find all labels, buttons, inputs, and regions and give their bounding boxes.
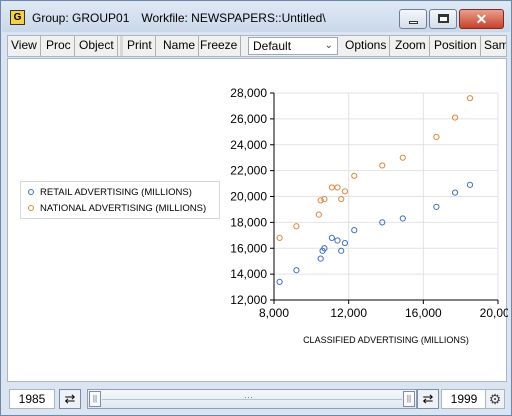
y-tick-label: 12,000 [230, 293, 267, 307]
y-tick-label: 18,000 [230, 215, 267, 229]
view-button[interactable]: View [8, 36, 41, 56]
retail-marker-icon [28, 189, 34, 195]
national-point [467, 96, 472, 101]
y-tick-label: 20,000 [230, 190, 267, 204]
retail-point [277, 279, 282, 284]
y-tick-label: 14,000 [230, 267, 267, 281]
proc-button[interactable]: Proc [43, 36, 75, 56]
legend-label-national: NATIONAL ADVERTISING (MILLIONS) [40, 203, 206, 214]
retail-point [400, 216, 405, 221]
zoom-button[interactable]: Zoom [392, 36, 430, 56]
retail-point [329, 235, 334, 240]
options-button[interactable]: Options [342, 36, 390, 56]
template-value: Default [253, 39, 291, 53]
sample-button[interactable]: Sam [481, 36, 507, 56]
freeze-button[interactable]: Freeze [197, 36, 241, 56]
slider-left-thumb[interactable]: || [89, 391, 101, 407]
title-bar[interactable]: G Group: GROUP01 Workfile: NEWSPAPERS::Un… [2, 2, 510, 32]
retail-point [452, 190, 457, 195]
group-title: Group: GROUP01 [32, 11, 129, 25]
maximize-icon [438, 14, 449, 23]
national-point [277, 235, 282, 240]
start-year-field[interactable]: 1985 [9, 389, 55, 409]
graph-area[interactable]: 12,000 14,000 16,000 18,000 20,000 22,000 24,0… [7, 58, 507, 382]
national-point [294, 224, 299, 229]
national-point [400, 155, 405, 160]
x-tick-label: 16,000 [405, 306, 442, 320]
x-tick-label: 8,000 [259, 306, 289, 320]
close-button[interactable]: ✕ [459, 9, 504, 29]
swap-arrows-icon: ⇄ [423, 391, 434, 406]
maximize-button[interactable] [429, 9, 457, 29]
sample-slider[interactable]: || ··· || [87, 389, 417, 409]
national-point [335, 185, 340, 190]
y-tick-label: 24,000 [230, 138, 267, 152]
toolbar-separator [120, 36, 123, 56]
national-marker-icon [28, 205, 34, 211]
position-button[interactable]: Position [431, 36, 481, 56]
retail-point [294, 268, 299, 273]
national-point [452, 115, 457, 120]
workfile-title: Workfile: NEWSPAPERS::Untitled\ [141, 11, 325, 25]
start-arrows-button[interactable]: ⇄ [59, 389, 81, 409]
retail-point [335, 238, 340, 243]
x-axis-label: CLASSIFIED ADVERTISING (MILLIONS) [303, 335, 469, 345]
graph-template-dropdown[interactable]: Default ⌄ [248, 37, 338, 55]
retail-point [434, 204, 439, 209]
close-icon: ✕ [460, 10, 503, 28]
minimize-button[interactable] [399, 9, 427, 29]
minimize-icon [409, 21, 418, 24]
end-year-field[interactable]: 1999 [441, 389, 487, 409]
chevron-down-icon: ⌄ [325, 38, 333, 54]
retail-point [352, 228, 357, 233]
retail-point [318, 256, 323, 261]
retail-point [467, 182, 472, 187]
object-button[interactable]: Object [76, 36, 118, 56]
scatter-chart: 12,000 14,000 16,000 18,000 20,000 22,000 24,0… [8, 59, 508, 383]
national-point [380, 163, 385, 168]
y-tick-label: 22,000 [230, 164, 267, 178]
window-title: Group: GROUP01 Workfile: NEWSPAPERS::Unti… [32, 11, 326, 25]
retail-point [339, 248, 344, 253]
print-button[interactable]: Print [124, 36, 156, 56]
swap-arrows-icon: ⇄ [65, 391, 76, 406]
y-tick-label: 16,000 [230, 241, 267, 255]
object-toolbar: View Proc Object Print Name Freeze Defau… [7, 35, 507, 57]
group-icon: G [10, 10, 25, 25]
national-point [342, 189, 347, 194]
y-tick-label: 26,000 [230, 112, 267, 126]
legend-label-retail: RETAIL ADVERTISING (MILLIONS) [40, 187, 192, 198]
chart-legend[interactable]: RETAIL ADVERTISING (MILLIONS) NATIONAL A… [20, 181, 220, 219]
legend-item-retail: RETAIL ADVERTISING (MILLIONS) [28, 187, 192, 198]
national-point [339, 196, 344, 201]
legend-item-national: NATIONAL ADVERTISING (MILLIONS) [28, 203, 206, 214]
slider-right-thumb[interactable]: || [403, 391, 415, 407]
end-arrows-button[interactable]: ⇄ [417, 389, 439, 409]
x-tick-label: 20,000 [480, 306, 508, 320]
name-button[interactable]: Name [160, 36, 199, 56]
retail-point [342, 240, 347, 245]
y-tick-label: 28,000 [230, 86, 267, 100]
national-point [434, 134, 439, 139]
national-point [329, 185, 334, 190]
slider-grip-icon: ··· [244, 392, 253, 402]
x-tick-label: 12,000 [330, 306, 367, 320]
sample-bar: 1985 ⇄ || ··· || ⇄ 1999 ⚙ [7, 386, 507, 412]
national-point [316, 212, 321, 217]
national-point [352, 173, 357, 178]
gear-icon[interactable]: ⚙ [485, 389, 505, 409]
